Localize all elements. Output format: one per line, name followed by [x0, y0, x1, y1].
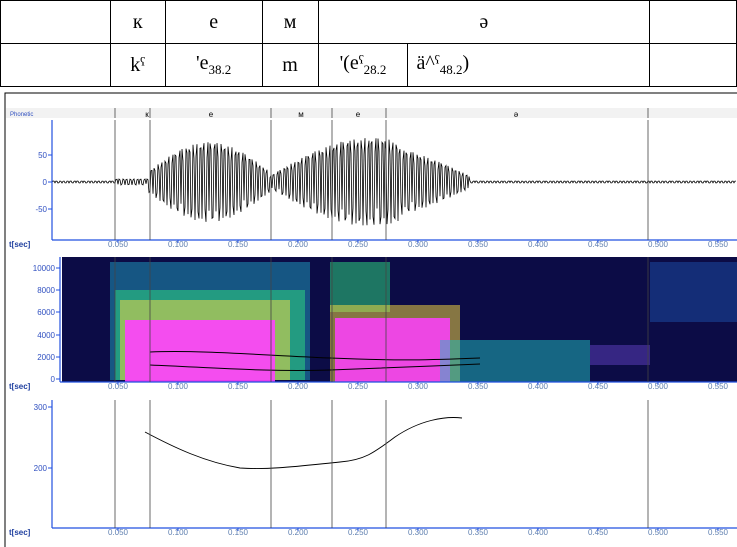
y-tick-label: 2000 — [37, 353, 55, 362]
y-tick-label: 6000 — [37, 308, 55, 317]
x-axis-label: t[sec] — [9, 528, 31, 537]
page: к е м ә kˁ 'e38.2 m '(eˁ28.2 ä^ˁ48.2) Ph… — [0, 0, 737, 547]
segment-label: е — [356, 110, 361, 119]
x-axis-label: t[sec] — [9, 382, 31, 391]
y-tick-label: 4000 — [37, 331, 55, 340]
y-tick-label: 0 — [43, 178, 48, 187]
waveform — [52, 138, 736, 225]
y-tick-label: 8000 — [37, 286, 55, 295]
segment-label: ә — [514, 110, 519, 119]
segment-label: м — [298, 110, 304, 119]
spectrogram-region — [330, 262, 390, 312]
y-tick-label: -50 — [35, 205, 47, 214]
pitch-contour — [145, 418, 462, 469]
segment-label: е — [209, 110, 214, 119]
analysis-figure: Phoneticкемеә500-500.0500.1000.1500.2000… — [0, 0, 737, 547]
y-tick-label: 0 — [51, 375, 56, 384]
spectrogram-region — [440, 340, 590, 382]
tier-label: Phonetic — [10, 112, 33, 118]
spectrogram-region — [650, 262, 737, 322]
y-tick-label: 10000 — [33, 264, 56, 273]
spectrogram-region — [335, 318, 450, 382]
y-tick-label: 200 — [34, 464, 48, 473]
x-axis-label: t[sec] — [9, 240, 31, 249]
segment-label: к — [145, 110, 149, 119]
spectrogram-region — [125, 320, 275, 382]
y-tick-label: 300 — [34, 403, 48, 412]
tier-row — [6, 108, 737, 118]
spectrogram-region — [590, 345, 650, 365]
y-tick-label: 50 — [38, 151, 47, 160]
